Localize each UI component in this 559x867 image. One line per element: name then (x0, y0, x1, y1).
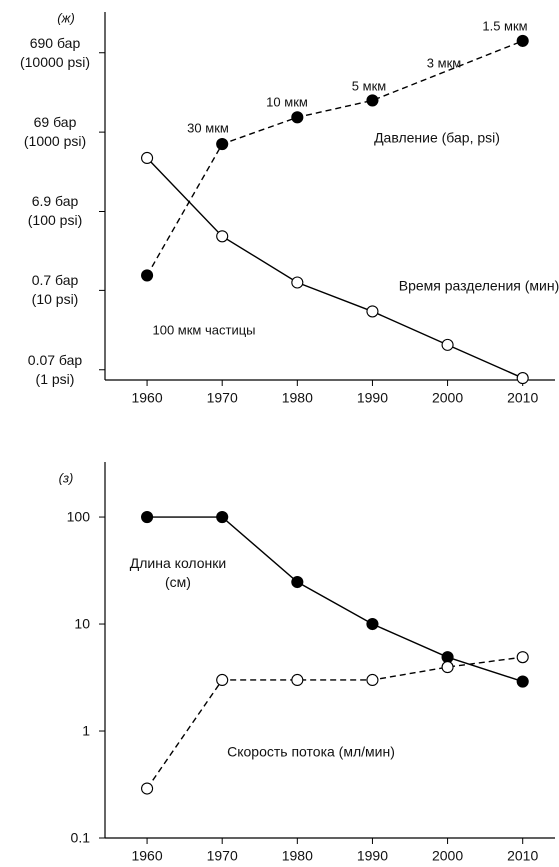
x-tick-label: 1960 (131, 847, 163, 864)
marker (291, 575, 304, 589)
y-tick-label: 100 (66, 508, 90, 525)
annotation: 1.5 мкм (482, 18, 528, 34)
x-tick-label: 2010 (507, 389, 539, 406)
y-tick-label: 690 бар (10000 psi) (19, 34, 91, 70)
marker (291, 673, 304, 687)
x-tick-label: 2010 (507, 847, 539, 864)
marker (366, 673, 379, 687)
y-tick-label: 69 бар (1000 psi) (23, 114, 87, 150)
marker (216, 230, 229, 243)
marker (216, 673, 229, 687)
marker (291, 111, 304, 124)
y-tick-label: 6.9 бар (100 psi) (27, 193, 83, 229)
series-line (147, 516, 523, 683)
x-tick-label: 1990 (356, 389, 389, 406)
series-label: Время разделения (мин) (398, 277, 559, 294)
marker (366, 617, 379, 631)
y-tick-label: 0.1 (70, 829, 90, 846)
marker (441, 661, 454, 674)
y-tick-label: 10 (74, 615, 90, 632)
series-label: Скорость потока (мл/мин) (227, 743, 395, 760)
marker (141, 510, 154, 524)
marker (366, 94, 379, 107)
x-tick-label: 1960 (131, 389, 163, 406)
annotation: 100 мкм частицы (152, 322, 256, 338)
marker (516, 34, 529, 47)
x-tick-label: 1990 (356, 847, 389, 864)
x-tick-label: 2000 (431, 847, 464, 864)
x-tick-label: 1980 (281, 847, 313, 864)
series-label: Давление (бар, psi) (374, 129, 500, 146)
series-line (146, 40, 523, 276)
series-label: Длина колонки (см) (129, 555, 227, 590)
marker (141, 782, 154, 795)
annotation: 10 мкм (266, 94, 308, 110)
x-tick-label: 1970 (206, 847, 238, 864)
annotation: 30 мкм (187, 120, 229, 136)
annotation: 5 мкм (351, 78, 387, 94)
y-tick-label: 1 (82, 722, 90, 739)
marker (216, 510, 229, 524)
marker (516, 651, 529, 664)
marker (441, 338, 454, 351)
x-tick-label: 2000 (431, 389, 464, 406)
marker (291, 276, 304, 289)
marker (516, 372, 529, 385)
panel-label: (з) (58, 470, 74, 486)
panel-label: (ж) (57, 10, 75, 26)
x-tick-label: 1980 (281, 389, 313, 406)
annotation: 3 мкм (426, 55, 462, 71)
series-line (146, 157, 523, 379)
y-tick-label: 0.7 бар (10 psi) (31, 272, 79, 308)
marker (141, 269, 154, 282)
marker (216, 138, 229, 151)
x-tick-label: 1970 (206, 389, 238, 406)
y-tick-label: 0.07 бар (1 psi) (27, 351, 83, 387)
marker (366, 305, 379, 318)
marker (516, 675, 529, 688)
marker (141, 151, 154, 165)
series-line (146, 656, 523, 789)
